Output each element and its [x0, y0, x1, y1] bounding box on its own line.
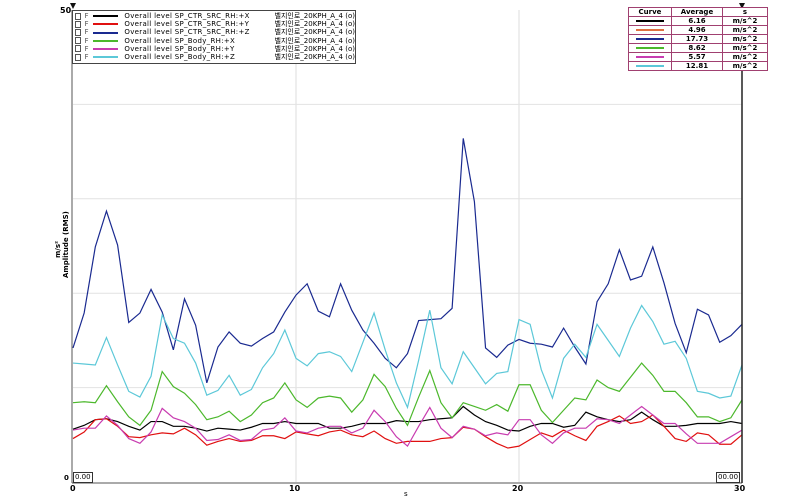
x-tick-0: 0 [70, 484, 76, 493]
col-header-unit: s [722, 7, 768, 17]
legend-flag: F [84, 44, 89, 53]
legend-item: F Overall level SP_CTR_SRC_RH:+Z 벨지인로_20… [75, 28, 355, 36]
unit-value: m/s^2 [722, 16, 768, 26]
legend-swatch [93, 39, 119, 42]
legend-flag: F [84, 28, 89, 37]
legend-flag: F [84, 53, 89, 62]
legend-checkbox[interactable] [75, 12, 82, 20]
y-tick-max: 50 [60, 6, 72, 15]
stats-row: 12.81 m/s^2 [628, 61, 768, 71]
series-line-0 [72, 405, 743, 432]
legend-swatch [93, 23, 119, 26]
legend-flag: F [84, 12, 89, 20]
legend-item: F Overall level SP_Body_RH:+Z 벨지인로_20KPH… [75, 53, 355, 61]
average-value: 8.62 [671, 43, 723, 53]
legend-item: F Overall level SP_CTR_SRC_RH:+Y 벨지인로_20… [75, 20, 355, 28]
legend-series-name: Overall level SP_Body_RH:+X [124, 36, 236, 45]
legend-series-name: Overall level SP_CTR_SRC_RH:+Z [124, 28, 250, 37]
curve-swatch [628, 43, 672, 53]
legend-flag: F [84, 20, 89, 29]
legend-series-name: Overall level SP_CTR_SRC_RH:+Y [124, 20, 250, 29]
x-tick-20: 20 [512, 484, 524, 493]
unit-value: m/s^2 [722, 52, 768, 62]
legend-item: F Overall level SP_Body_RH:+X 벨지인로_20KPH… [75, 37, 355, 45]
curve-swatch [628, 52, 672, 62]
legend-series-name: Overall level SP_Body_RH:+Y [124, 44, 235, 53]
legend-checkbox[interactable] [75, 45, 82, 53]
series-line-5 [72, 304, 743, 410]
legend-series-suffix: 벨지인로_20KPH_A_4 (o) [274, 36, 355, 45]
legend-checkbox[interactable] [75, 53, 82, 61]
col-header-curve: Curve [628, 7, 672, 17]
legend-swatch [93, 15, 119, 18]
curve-swatch [628, 25, 672, 35]
legend-item: F Overall level SP_CTR_SRC_RH:+X 벨지인로_20… [75, 12, 355, 20]
series-line-2 [72, 138, 743, 384]
x-tick-30: 30 [734, 484, 746, 493]
legend-checkbox[interactable] [75, 37, 82, 45]
legend-series-suffix: 벨지인로_20KPH_A_4 (o) [274, 53, 355, 62]
legend-flag: F [84, 36, 89, 45]
average-value: 17.73 [671, 34, 723, 44]
average-value: 5.57 [671, 52, 723, 62]
average-value: 12.81 [671, 61, 723, 71]
right-cursor-marker-icon[interactable] [739, 3, 745, 9]
average-value: 4.96 [671, 25, 723, 35]
stats-row: 8.62 m/s^2 [628, 43, 768, 53]
series-line-3 [72, 362, 743, 427]
legend-series-name: Overall level SP_Body_RH:+Z [124, 53, 236, 62]
legend-checkbox[interactable] [75, 29, 82, 36]
series-line-4 [72, 405, 743, 448]
left-cursor-marker-icon[interactable] [70, 3, 76, 9]
legend-swatch [93, 56, 119, 59]
average-value: 6.16 [671, 16, 723, 26]
legend-series-suffix: 벨지인로_20KPH_A_4 (o) [274, 20, 355, 29]
y-axis-unit: m/s² [54, 240, 62, 258]
left-cursor-readout: 0.00 [73, 472, 93, 483]
legend-checkbox[interactable] [75, 20, 82, 28]
legend-series-suffix: 벨지인로_20KPH_A_4 (o) [274, 12, 355, 20]
grid [73, 10, 742, 482]
stats-table: Curve Average s 6.16 m/s^2 4.96 m/s^2 17… [628, 7, 768, 71]
unit-value: m/s^2 [722, 43, 768, 53]
stats-row: 17.73 m/s^2 [628, 34, 768, 44]
legend-swatch [93, 47, 119, 50]
right-cursor-readout: 00.00 [716, 472, 741, 483]
y-axis-label: Amplitude (RMS) [62, 211, 70, 278]
series-lines [72, 138, 743, 449]
unit-value: m/s^2 [722, 61, 768, 71]
curve-swatch [628, 61, 672, 71]
legend-item: F Overall level SP_Body_RH:+Y 벨지인로_20KPH… [75, 45, 355, 53]
legend-series-suffix: 벨지인로_20KPH_A_4 (o) [274, 28, 355, 37]
legend-swatch [93, 31, 119, 34]
col-header-average: Average [671, 7, 723, 17]
stats-row: 6.16 m/s^2 [628, 16, 768, 26]
legend: F Overall level SP_CTR_SRC_RH:+X 벨지인로_20… [72, 10, 356, 65]
unit-value: m/s^2 [722, 34, 768, 44]
stats-row: 5.57 m/s^2 [628, 52, 768, 62]
series-line-1 [72, 414, 743, 449]
x-axis-label: s [404, 490, 408, 498]
curve-swatch [628, 34, 672, 44]
curve-swatch [628, 16, 672, 26]
legend-series-name: Overall level SP_CTR_SRC_RH:+X [124, 12, 250, 20]
stats-row: 4.96 m/s^2 [628, 25, 768, 35]
unit-value: m/s^2 [722, 25, 768, 35]
x-tick-10: 10 [289, 484, 301, 493]
y-tick-min: 0 [64, 474, 69, 482]
legend-series-suffix: 벨지인로_20KPH_A_4 (o) [274, 44, 355, 53]
